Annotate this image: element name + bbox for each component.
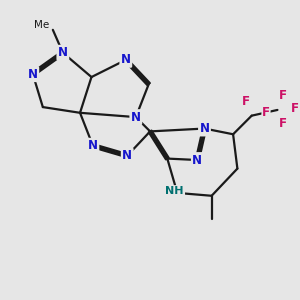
Text: Me: Me — [34, 20, 50, 30]
Text: F: F — [262, 106, 270, 119]
Text: F: F — [242, 95, 250, 108]
Text: N: N — [200, 122, 209, 135]
Text: NH: NH — [165, 187, 184, 196]
Text: N: N — [58, 46, 68, 59]
Text: F: F — [291, 102, 299, 115]
Text: N: N — [122, 149, 132, 162]
Text: F: F — [279, 117, 286, 130]
Text: N: N — [121, 53, 131, 66]
Text: N: N — [131, 111, 141, 124]
Text: N: N — [28, 68, 38, 81]
Text: F: F — [279, 88, 286, 102]
Text: N: N — [192, 154, 202, 166]
Text: N: N — [88, 139, 98, 152]
